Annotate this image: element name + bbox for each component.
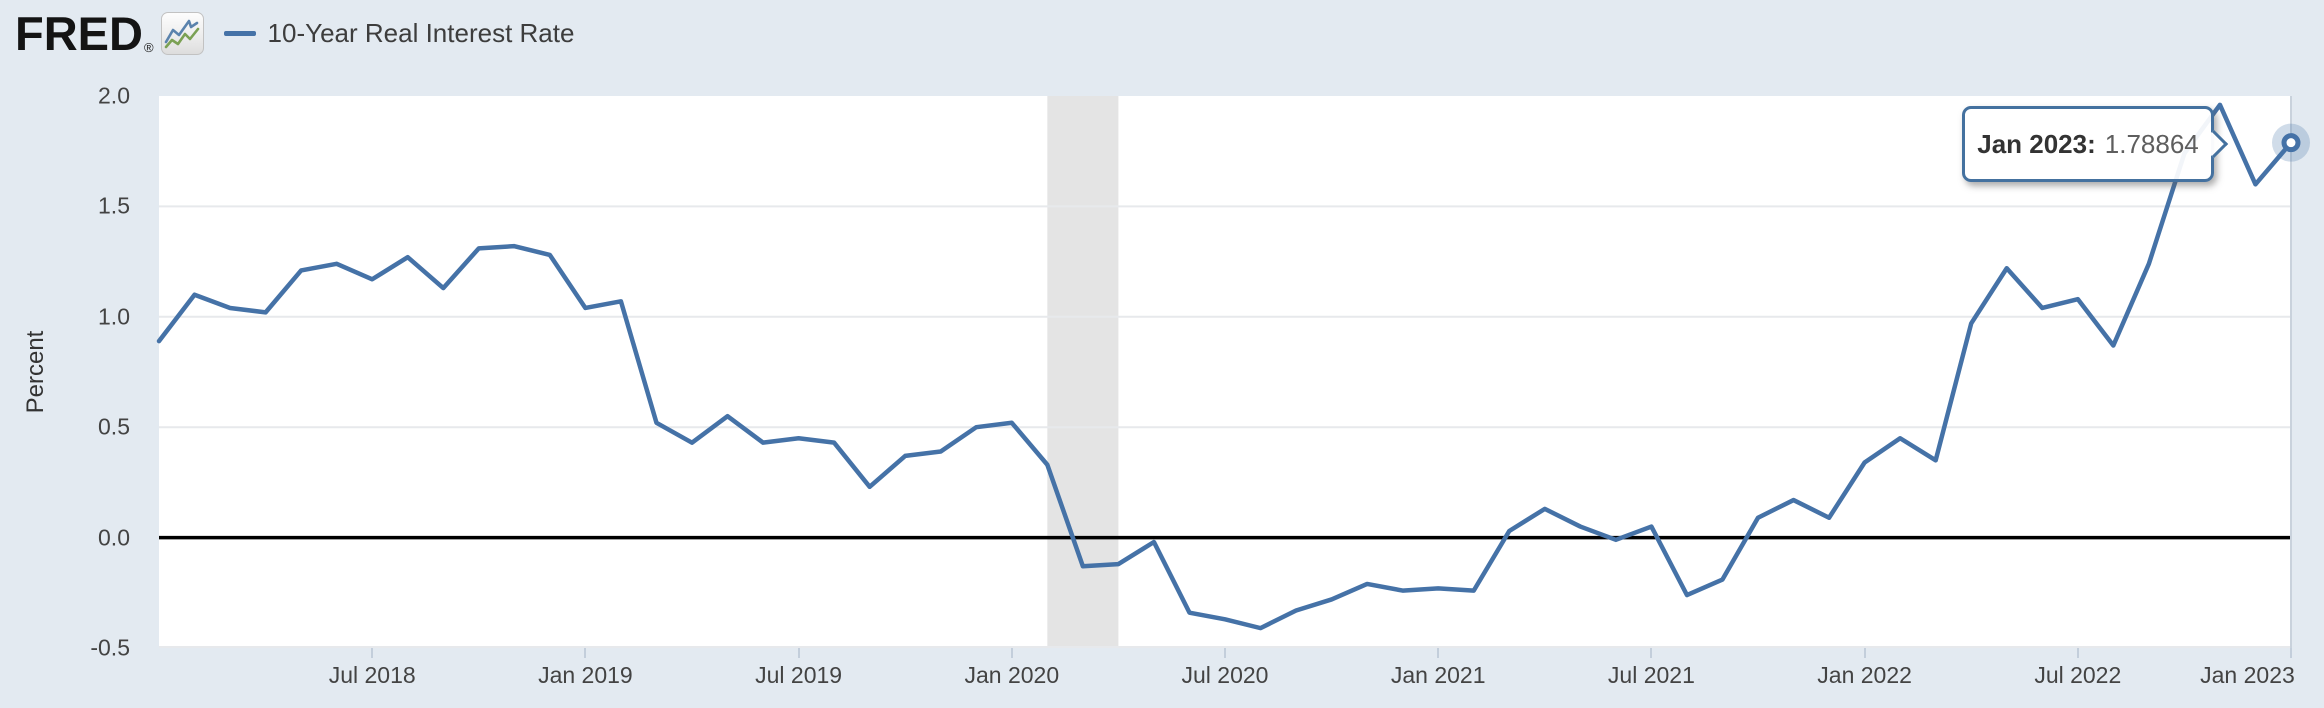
sparkline-icon [164, 19, 200, 49]
x-axis-label-2019-01: Jan 2019 [538, 662, 633, 688]
plot-background [159, 96, 2291, 648]
x-axis-tickmark [1863, 648, 1866, 658]
fred-logo-text: FRED [15, 6, 143, 60]
y-axis-title: Percent [22, 330, 49, 414]
x-axis-label-2021-01: Jan 2021 [1390, 662, 1486, 688]
y-axis-label-1.0: 1.0 [98, 303, 130, 330]
x-axis-label-2020-01: Jan 2020 [964, 662, 1060, 688]
x-axis-tickmark [371, 648, 374, 658]
x-axis-label-2021-07: Jul 2021 [1607, 662, 1695, 688]
x-axis-label-2020-07: Jul 2020 [1181, 662, 1269, 688]
x-axis-label-2022-07: Jul 2022 [2034, 662, 2122, 688]
x-axis-tickmark [1437, 648, 1440, 658]
registered-trademark-icon: ® [143, 39, 154, 55]
header: FRED ® 10-Year Real Interest Rate [0, 0, 2324, 66]
x-axis-label-2018-07: Jul 2018 [328, 662, 416, 688]
legend-series-label: 10-Year Real Interest Rate [267, 17, 575, 48]
y-axis-label-0.5: 0.5 [98, 413, 130, 440]
x-axis-label-2019-07: Jul 2019 [755, 662, 843, 688]
recession-band [1047, 96, 1119, 648]
x-axis-tickmark [2076, 648, 2079, 658]
y-axis-label-2.0: 2.0 [98, 82, 130, 109]
tooltip-date-label: Jan 2023: [1977, 128, 2096, 159]
legend-item-10-year-real-interest-rate[interactable]: 10-Year Real Interest Rate [223, 17, 575, 49]
x-axis-tickmark [1224, 648, 1226, 658]
x-axis-tickmark [1010, 648, 1013, 658]
x-axis-tickmark [584, 648, 587, 658]
x-axis-label-2023-01: Jan 2023 [2200, 662, 2295, 688]
y-axis-label--0.5: -0.5 [90, 634, 130, 661]
tooltip-value: 1.78864 [2104, 128, 2199, 159]
y-axis-label-1.5: 1.5 [98, 192, 130, 219]
last-data-point-marker [2281, 133, 2301, 153]
x-axis-tickmark [797, 648, 800, 658]
x-axis-tickmark [1650, 648, 1653, 658]
legend-line-icon [223, 30, 256, 36]
series-line [156, 102, 2294, 631]
tooltip: Jan 2023: 1.78864 [1962, 106, 2229, 182]
x-axis-tickmark [2290, 648, 2292, 658]
y-axis-label-0.0: 0.0 [98, 524, 130, 551]
fred-logo[interactable]: FRED ® [15, 6, 154, 60]
x-axis-label-2022-01: Jan 2022 [1817, 662, 1912, 688]
fred-chart-icon [160, 11, 204, 55]
